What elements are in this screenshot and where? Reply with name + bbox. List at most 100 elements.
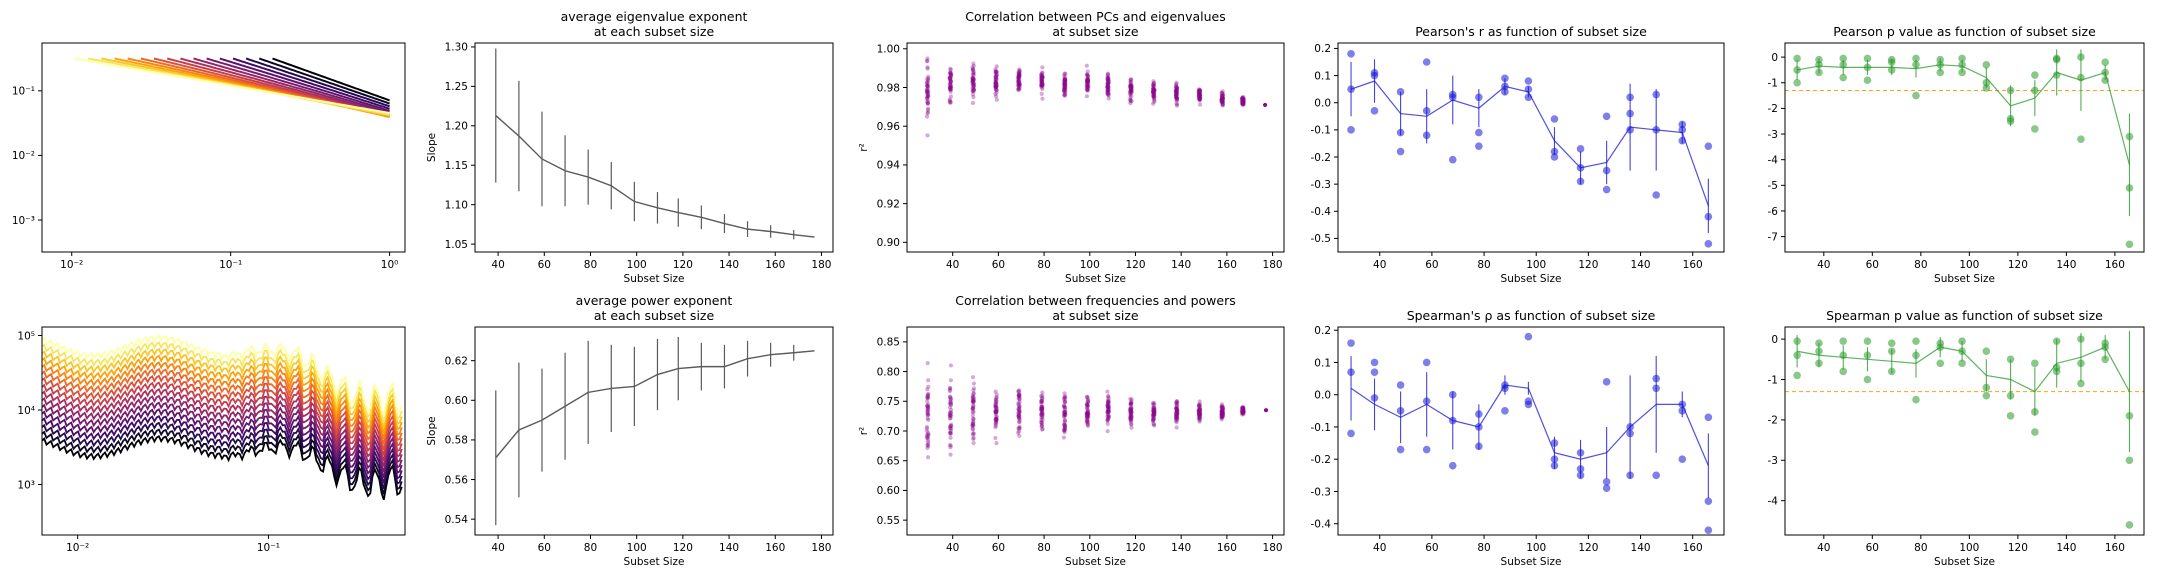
x-tick-label: 40 <box>1817 259 1830 271</box>
scatter-point <box>1128 83 1133 88</box>
scatter-point <box>1219 405 1224 410</box>
x-tick-label: 160 <box>765 542 785 554</box>
scatter-point <box>1085 409 1090 415</box>
scatter-point <box>1084 412 1090 417</box>
scatter-point <box>1062 424 1067 429</box>
scatter-point <box>924 426 930 431</box>
scatter-point <box>1347 429 1355 438</box>
scatter-point <box>1152 99 1157 104</box>
scatter-point <box>1016 86 1021 91</box>
scatter-point <box>1062 418 1068 423</box>
scatter-point <box>1422 131 1431 140</box>
scatter-point <box>1062 76 1067 81</box>
scatter-point <box>1062 397 1067 402</box>
scatter-point <box>1086 85 1091 91</box>
scatter-point <box>948 72 954 77</box>
series-line <box>42 341 403 423</box>
scatter-point <box>971 77 977 82</box>
scatter-point <box>1063 92 1068 97</box>
scatter-point <box>1129 405 1134 410</box>
scatter-point <box>1151 409 1157 415</box>
y-tick-label: 1.05 <box>445 239 468 251</box>
scatter-point <box>1196 412 1201 418</box>
scatter-point <box>2101 58 2109 67</box>
scatter-point <box>1084 419 1089 424</box>
scatter-point <box>1982 60 1991 69</box>
scatter-point <box>1062 428 1067 433</box>
scatter-point <box>1219 99 1225 104</box>
scatter-point <box>971 399 976 404</box>
scatter-point <box>1652 90 1660 99</box>
scatter-point <box>1197 88 1203 93</box>
scatter-point <box>925 94 930 100</box>
scatter-point <box>925 413 930 418</box>
y-tick-label: -1 <box>1768 78 1778 90</box>
scatter-point <box>949 422 954 427</box>
scatter-point <box>1220 412 1225 417</box>
scatter-point <box>1106 401 1111 407</box>
y-tick-label: 0.94 <box>877 160 901 172</box>
scatter-point <box>1704 240 1713 248</box>
scatter-point <box>1174 88 1179 94</box>
scatter-point <box>1105 84 1110 90</box>
scatter-point <box>925 408 930 413</box>
scatter-point <box>2125 132 2134 141</box>
scatter-point <box>1174 87 1179 92</box>
scatter-point <box>993 411 998 416</box>
scatter-point <box>1016 426 1021 431</box>
scatter-point <box>1652 191 1660 199</box>
scatter-point <box>993 82 999 87</box>
scatter-point <box>1040 82 1045 87</box>
scatter-point <box>1197 414 1202 419</box>
scatter-point <box>1220 96 1225 101</box>
scatter-point <box>1174 87 1179 93</box>
scatter-point <box>2031 359 2039 368</box>
scatter-point <box>1197 412 1202 417</box>
scatter-point <box>948 410 953 415</box>
scatter-point <box>1128 408 1133 414</box>
scatter-point <box>1240 406 1245 411</box>
scatter-point <box>1197 96 1202 102</box>
scatter-point <box>1219 410 1224 415</box>
scatter-point <box>1151 101 1156 106</box>
scatter-point <box>1174 415 1179 420</box>
x-tick-label: 40 <box>946 259 959 271</box>
scatter-point <box>1912 60 1920 69</box>
scatter-point <box>1062 407 1068 412</box>
scatter-point <box>925 111 930 116</box>
scatter-point <box>1017 82 1022 88</box>
scatter-point <box>993 404 998 409</box>
scatter-point <box>1062 80 1068 85</box>
scatter-point <box>970 406 975 411</box>
x-tick-label: 60 <box>538 542 551 554</box>
scatter-point <box>1174 89 1179 94</box>
scatter-point <box>1151 91 1157 97</box>
x-tick-label: 140 <box>1171 259 1191 271</box>
scatter-point <box>1197 410 1202 416</box>
scatter-point <box>1152 411 1157 416</box>
scatter-point <box>1220 407 1226 412</box>
scatter-point <box>925 101 930 106</box>
scatter-point <box>1084 414 1090 419</box>
scatter-point <box>1196 95 1201 100</box>
scatter-point <box>924 403 930 408</box>
scatter-point <box>1062 396 1067 401</box>
y-tick-label: 0.92 <box>877 198 900 210</box>
scatter-point <box>2006 86 2015 95</box>
scatter-point <box>1129 407 1134 412</box>
scatter-point <box>1128 85 1134 90</box>
scatter-point <box>1197 97 1202 102</box>
scatter-point <box>1085 408 1091 413</box>
scatter-point <box>971 409 976 414</box>
scatter-point <box>1151 415 1156 421</box>
scatter-point <box>925 409 930 414</box>
scatter-point <box>971 87 976 92</box>
scatter-point <box>1129 406 1134 411</box>
panel-B: 40 60 80 100 120 140 160 1801.051.101.151.201.2… <box>426 9 834 285</box>
scatter-point <box>947 75 952 80</box>
plot-area <box>495 336 815 526</box>
scatter-point <box>948 86 953 91</box>
scatter-point <box>993 416 998 421</box>
scatter-point <box>1151 404 1156 410</box>
scatter-point <box>948 87 953 92</box>
